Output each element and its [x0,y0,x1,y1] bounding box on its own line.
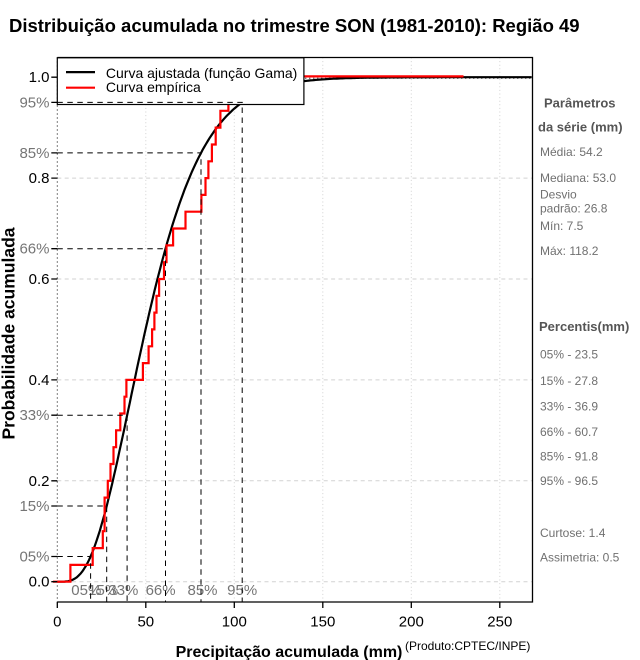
svg-text:Precipitação acumulada (mm): Precipitação acumulada (mm) [176,644,403,660]
svg-text:85%: 85% [187,582,217,599]
svg-text:66%: 66% [19,241,49,258]
svg-text:Percentis(mm): Percentis(mm) [539,319,629,334]
svg-text:padrão: 26.8: padrão: 26.8 [540,202,608,216]
svg-text:Parâmetros: Parâmetros [544,96,616,111]
svg-text:Desvio: Desvio [540,188,577,202]
svg-text:0: 0 [53,614,61,631]
svg-text:150: 150 [310,614,335,631]
svg-text:66% - 60.7: 66% - 60.7 [540,425,598,439]
svg-text:100: 100 [222,614,247,631]
svg-text:0.4: 0.4 [29,372,50,389]
svg-text:Média: 54.2: Média: 54.2 [540,145,603,159]
svg-text:0.2: 0.2 [29,473,50,490]
svg-text:85%: 85% [19,145,49,162]
svg-text:da série (mm): da série (mm) [538,120,623,135]
svg-text:0.0: 0.0 [29,574,50,591]
svg-text:Assimetria: 0.5: Assimetria: 0.5 [540,551,620,565]
svg-text:1.0: 1.0 [29,69,50,86]
svg-text:50: 50 [137,614,154,631]
svg-text:05%: 05% [71,582,101,599]
svg-text:85% - 91.8: 85% - 91.8 [540,450,598,464]
svg-text:0.6: 0.6 [29,271,50,288]
svg-text:Curva empírica: Curva empírica [106,79,201,95]
svg-text:05%: 05% [19,549,49,566]
svg-text:Probabilidade acumulada: Probabilidade acumulada [0,227,19,439]
svg-text:Mín: 7.5: Mín: 7.5 [540,219,584,233]
svg-text:05% - 23.5: 05% - 23.5 [540,348,598,362]
svg-text:15%: 15% [19,498,49,515]
svg-text:15%: 15% [88,582,118,599]
svg-text:Curtose: 1.4: Curtose: 1.4 [540,526,606,540]
svg-text:33%: 33% [108,582,138,599]
svg-text:Mediana: 53.0: Mediana: 53.0 [540,171,616,185]
svg-text:15% - 27.8: 15% - 27.8 [540,374,598,388]
svg-text:33%: 33% [19,407,49,424]
svg-text:(Produto:CPTEC/INPE): (Produto:CPTEC/INPE) [405,639,530,653]
svg-text:Máx: 118.2: Máx: 118.2 [540,244,599,258]
svg-text:95%: 95% [19,94,49,111]
svg-text:200: 200 [399,614,424,631]
svg-text:0.8: 0.8 [29,170,50,187]
svg-text:250: 250 [487,614,512,631]
svg-text:95% - 96.5: 95% - 96.5 [540,474,598,488]
svg-text:33% - 36.9: 33% - 36.9 [540,400,598,414]
svg-text:Distribuição acumulada no trim: Distribuição acumulada no trimestre SON … [9,15,580,36]
svg-text:Curva ajustada (função Gama): Curva ajustada (função Gama) [106,65,297,81]
svg-text:66%: 66% [146,582,176,599]
